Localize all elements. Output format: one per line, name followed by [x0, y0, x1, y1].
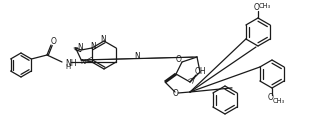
Text: H: H — [65, 64, 70, 70]
Text: N: N — [100, 35, 106, 44]
Text: O: O — [173, 90, 179, 98]
Text: O: O — [51, 37, 57, 46]
Text: N: N — [90, 42, 96, 51]
Text: NH: NH — [66, 59, 77, 67]
Text: CH₃: CH₃ — [273, 98, 285, 104]
Text: O: O — [176, 56, 182, 65]
Text: O: O — [268, 93, 274, 102]
Text: CH₃: CH₃ — [259, 3, 271, 9]
Text: =: = — [73, 45, 79, 51]
Text: O: O — [254, 4, 260, 12]
Text: N: N — [134, 52, 140, 61]
Text: N: N — [77, 43, 83, 52]
Text: N: N — [80, 59, 86, 65]
Text: OH: OH — [194, 67, 206, 76]
